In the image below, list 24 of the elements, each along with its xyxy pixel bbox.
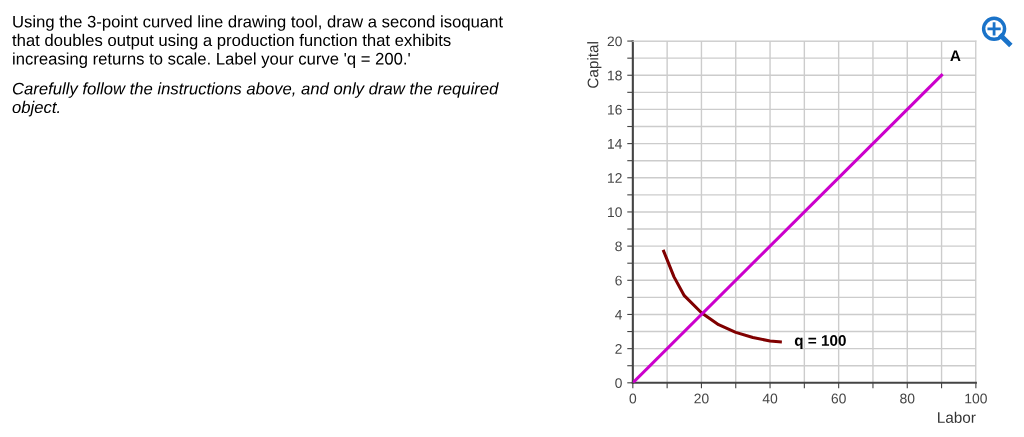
annotation: A xyxy=(950,50,961,61)
y-tick-label: 20 xyxy=(607,36,622,47)
y-tick-label: 18 xyxy=(608,70,622,81)
y-tick-label: 10 xyxy=(608,207,622,218)
line-series xyxy=(662,249,782,344)
x-tick-label: 40 xyxy=(762,393,778,404)
y-tick-label: 2 xyxy=(615,343,622,354)
y-tick-label: 4 xyxy=(615,309,623,320)
x-tick-label: 80 xyxy=(900,393,915,404)
x-tick-label: 20 xyxy=(694,393,709,404)
y-axis-title: Capital xyxy=(587,42,602,88)
series-label: q = 100 xyxy=(794,335,846,349)
x-tick-label: 0 xyxy=(629,393,637,404)
y-tick-label: 16 xyxy=(608,104,622,115)
y-tick-label: 8 xyxy=(615,241,622,252)
y-tick-label: 0 xyxy=(615,378,622,388)
y-tick-label: 6 xyxy=(615,275,622,286)
text: Carefully follow the instructions above, and only draw the required object. xyxy=(12,82,499,117)
x-tick-label: 100 xyxy=(965,393,987,404)
x-tick-label: 60 xyxy=(831,393,846,404)
y-tick-label: 14 xyxy=(608,139,623,149)
text: Using the 3-point curved line drawing tool, draw a second isoquant that doubles output using a production function that exhibits increasing returns to scale. Label your curve 'q = 200.' xyxy=(12,15,503,68)
y-tick-label: 12 xyxy=(608,173,622,183)
x-axis-title: Labor xyxy=(938,411,976,423)
